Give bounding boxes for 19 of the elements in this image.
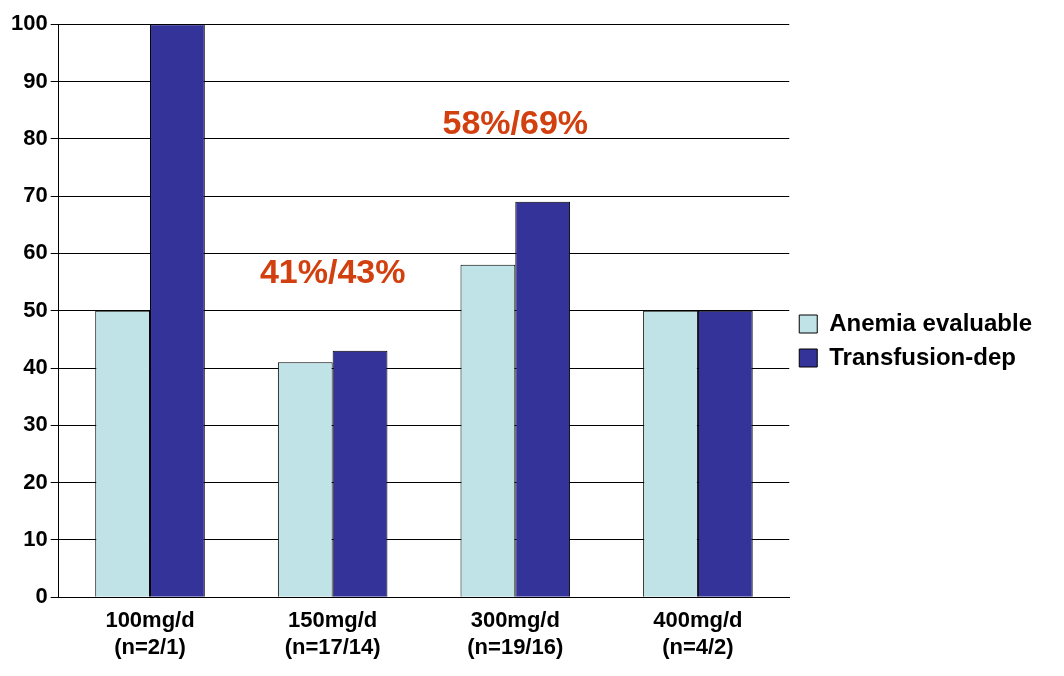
x-tick-label: 300mg/d (n=19/16) bbox=[467, 607, 564, 659]
y-tick-label: 70 bbox=[23, 182, 48, 208]
y-tick-label: 10 bbox=[23, 525, 48, 551]
y-tick-label: 90 bbox=[23, 67, 48, 93]
legend-label: Transfusion-dep bbox=[829, 342, 1016, 370]
y-tick-label: 0 bbox=[35, 583, 48, 609]
x-tick-label: 400mg/d (n=4/2) bbox=[653, 607, 743, 659]
x-tick-label: 150mg/d (n=17/14) bbox=[284, 607, 381, 659]
x-tick-label: 100mg/d (n=2/1) bbox=[105, 607, 195, 659]
y-tick-label: 80 bbox=[23, 124, 48, 150]
y-tick-label: 50 bbox=[23, 296, 48, 322]
annotation: 41%/43% bbox=[259, 252, 406, 291]
y-tick-label: 40 bbox=[23, 354, 48, 380]
y-tick-label: 100 bbox=[10, 10, 48, 36]
annotation: 58%/69% bbox=[442, 103, 589, 142]
y-tick-label: 60 bbox=[23, 239, 48, 265]
y-tick-label: 20 bbox=[23, 468, 48, 494]
legend-label: Anemia evaluable bbox=[829, 308, 1033, 336]
y-tick-label: 30 bbox=[23, 411, 48, 437]
